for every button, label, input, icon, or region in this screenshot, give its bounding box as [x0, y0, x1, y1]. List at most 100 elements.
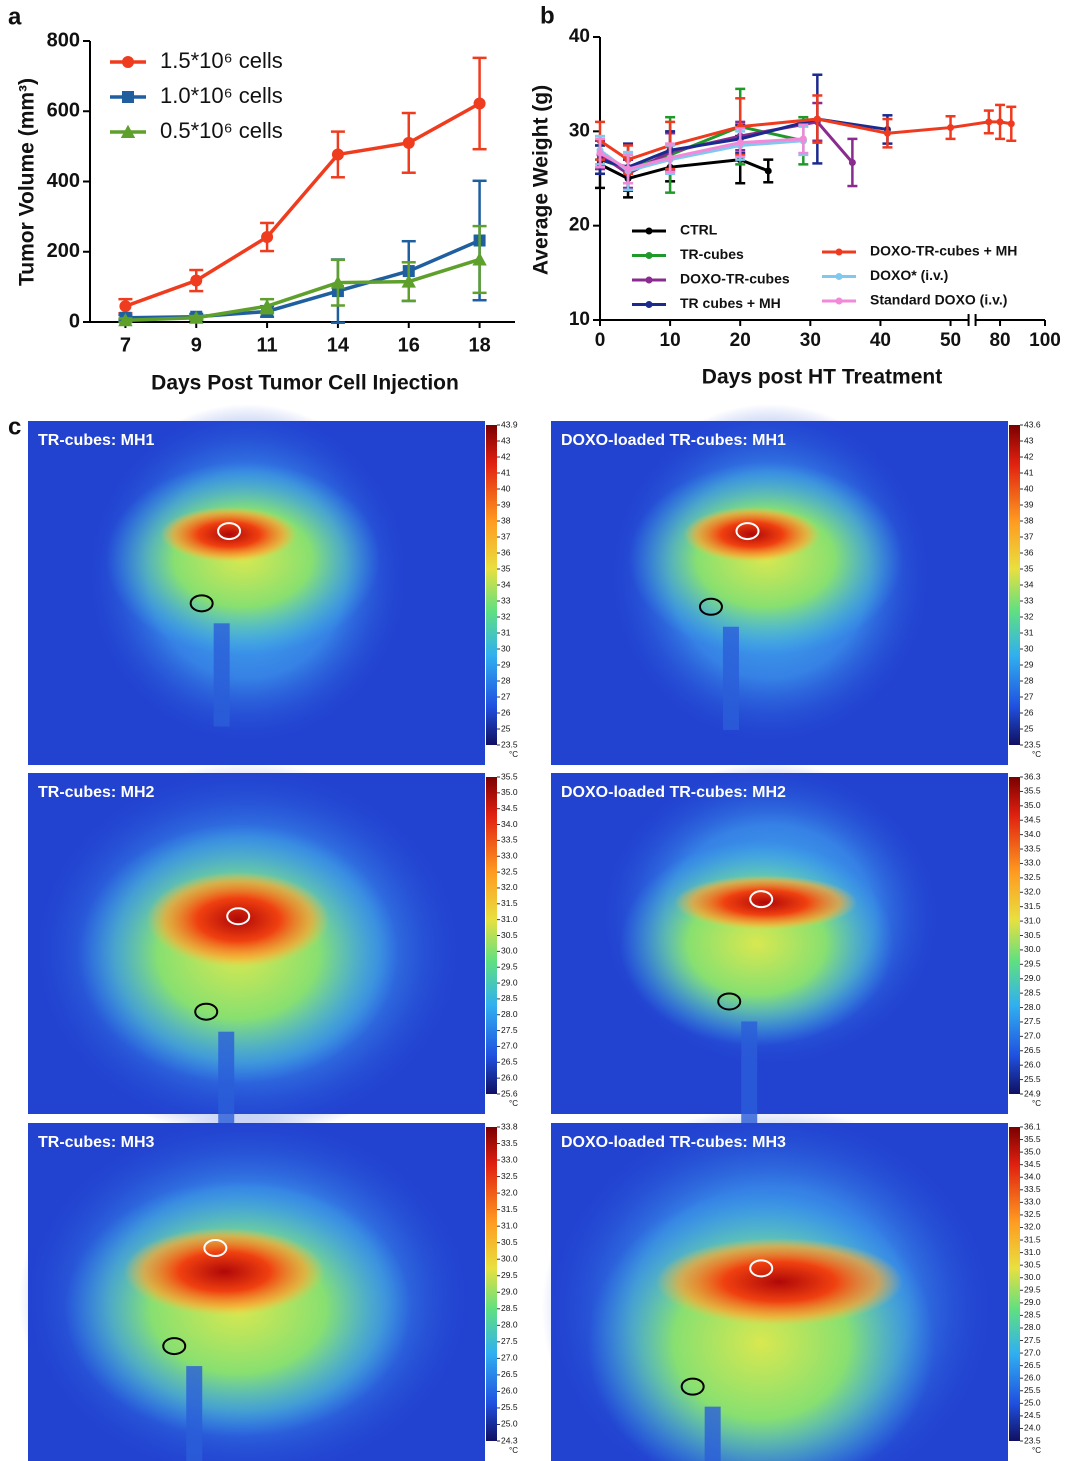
colorbar-label: 43 [501, 435, 511, 445]
colorbar-label: 41 [501, 467, 511, 477]
legend-label: TR cubes + MH [680, 295, 781, 311]
colorbar-label: 40 [1024, 483, 1034, 493]
colorbar-label: 32.5 [1024, 1209, 1041, 1219]
colorbar-label: 27.5 [1024, 1335, 1041, 1345]
marker [848, 158, 856, 166]
x-axis-title: Days Post Tumor Cell Injection [151, 372, 459, 395]
colorbar-label: 28.5 [1024, 1310, 1041, 1320]
x-tick-label: 0 [595, 330, 606, 351]
marker [835, 273, 843, 280]
legend-label: 1.5*10⁶ cells [160, 48, 283, 73]
colorbar-label: 31.0 [501, 1220, 518, 1230]
colorbar-label: 38 [1024, 515, 1034, 525]
x-tick-label: 7 [120, 334, 131, 356]
probe [186, 1366, 203, 1461]
x-tick-label: 50 [940, 330, 961, 351]
x-tick-label: 18 [468, 334, 490, 356]
thermal-image [551, 403, 1008, 765]
y-tick-label: 20 [569, 215, 590, 236]
colorbar-label: 28.0 [501, 1320, 518, 1330]
colorbar-label: 35 [501, 563, 511, 573]
colorbar-label: 35.5 [501, 771, 518, 781]
colorbar-label: 30.0 [501, 946, 518, 956]
colorbar-label: 32.0 [501, 882, 518, 892]
colorbar-label: 33 [501, 595, 511, 605]
legend-label: 1.0*10⁶ cells [160, 83, 283, 108]
marker [331, 148, 344, 161]
colorbar [486, 1127, 497, 1441]
marker [120, 124, 136, 138]
marker [122, 91, 134, 103]
panel-label: a [8, 3, 22, 30]
colorbar-label: 34 [1024, 579, 1034, 589]
marker [985, 118, 993, 126]
colorbar-label: 31.0 [501, 914, 518, 924]
marker [666, 154, 674, 162]
colorbar [1009, 777, 1020, 1094]
legend-label: DOXO-TR-cubes [680, 271, 790, 287]
probe [722, 626, 739, 730]
y-tick-label: 400 [47, 170, 80, 192]
y-axis-title: Tumor Volume (mm³) [16, 78, 39, 286]
colorbar-label: 28.0 [1024, 1002, 1041, 1012]
colorbar-label: 43.9 [501, 419, 518, 429]
image-title: DOXO-loaded TR-cubes: MH1 [561, 432, 786, 449]
thermal-image [541, 1106, 1008, 1461]
roi-marker [749, 890, 774, 909]
colorbar-label: 25.5 [1024, 1385, 1041, 1395]
colorbar-label: 32.0 [1024, 1222, 1041, 1232]
image-title: TR-cubes: MH1 [38, 432, 155, 449]
marker [799, 135, 807, 143]
legend-label: CTRL [680, 222, 718, 238]
colorbar-label: 32.0 [501, 1187, 518, 1197]
marker [645, 227, 653, 235]
roi-marker [680, 1377, 705, 1396]
probe [704, 1406, 721, 1461]
marker [473, 97, 486, 110]
x-tick-label: 40 [870, 330, 891, 351]
colorbar-label: 26.5 [1024, 1045, 1041, 1055]
colorbar-label: 24.0 [1024, 1423, 1041, 1433]
colorbar-label: 27.5 [501, 1336, 518, 1346]
colorbar-label: 27.5 [501, 1025, 518, 1035]
thermal-image [28, 403, 485, 765]
colorbar-label: 36 [501, 547, 511, 557]
marker [645, 276, 653, 284]
probe [741, 1021, 758, 1124]
colorbar-label: 30.0 [1024, 1272, 1041, 1282]
colorbar-label: 32.0 [1024, 887, 1041, 897]
x-tick-label: 16 [398, 334, 420, 356]
colorbar-label: 33.0 [1024, 1197, 1041, 1207]
colorbar-label: 26.0 [501, 1072, 518, 1082]
colorbar [1009, 1127, 1020, 1441]
colorbar-label: 40 [501, 483, 511, 493]
marker [401, 274, 416, 288]
marker [736, 139, 744, 147]
colorbar-label: 28 [501, 675, 511, 685]
colorbar-label: 34 [501, 579, 511, 589]
colorbar-label: 25 [501, 723, 511, 733]
marker [835, 248, 843, 256]
colorbar-label: 23.5 [501, 739, 518, 749]
colorbar-label: 39 [501, 499, 511, 509]
marker [118, 313, 133, 327]
colorbar-label: 37 [501, 531, 511, 541]
colorbar-label: 24.5 [1024, 1410, 1041, 1420]
colorbar-label: 23.5 [1024, 1435, 1041, 1445]
colorbar-label: 27.5 [1024, 1016, 1041, 1026]
colorbar-label: 29.5 [1024, 959, 1041, 969]
roi-marker [717, 992, 742, 1011]
colorbar-label: 36.3 [1024, 771, 1041, 781]
y-axis-title: Average Weight (g) [530, 85, 553, 275]
colorbar-label: 27 [501, 691, 511, 701]
legend-label: DOXO* (i.v.) [870, 267, 948, 283]
colorbar-label: 30 [501, 643, 511, 653]
hot-spot [123, 1227, 326, 1316]
colorbar [486, 425, 497, 745]
colorbar-label: 26 [1024, 707, 1034, 717]
image-title: DOXO-loaded TR-cubes: MH3 [561, 1134, 786, 1151]
x-axis-title: Days post HT Treatment [702, 366, 942, 389]
colorbar-label: 34.0 [1024, 1171, 1041, 1181]
colorbar-label: 31 [1024, 627, 1034, 637]
colorbar-label: 26.5 [1024, 1360, 1041, 1370]
